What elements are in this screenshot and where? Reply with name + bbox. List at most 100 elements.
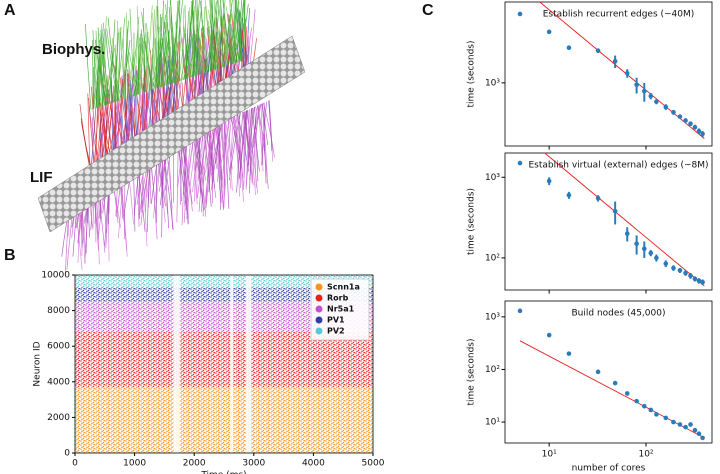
neuron-fiber [193, 10, 196, 77]
data-point [677, 422, 683, 427]
annotation: Establish virtual (external) edges (~8M) [528, 161, 708, 171]
neuron-fiber [158, 17, 163, 88]
y-axis-label: time (seconds) [467, 338, 477, 405]
neuron-fiber [242, 112, 254, 186]
neuron-fiber [249, 105, 259, 181]
neuron-fiber [224, 120, 233, 170]
data-point [634, 82, 639, 88]
data-point [654, 99, 659, 104]
neuron-fiber [235, 0, 242, 62]
data-point [688, 273, 693, 279]
population-band [75, 331, 373, 388]
population-band [75, 275, 373, 288]
neuron-fiber [263, 102, 275, 158]
neuron-fiber [237, 19, 243, 63]
y-tick-label: 10000 [41, 271, 70, 281]
data-point [692, 276, 698, 282]
neuron-fiber [85, 24, 92, 110]
neuron-fiber [261, 103, 268, 177]
neuron-fiber [236, 112, 244, 193]
panel-label: C [422, 2, 434, 19]
y-axis-label: time (seconds) [467, 188, 477, 255]
legend-label: Nr5a1 [327, 305, 355, 314]
y-tick-label: 4000 [47, 377, 70, 387]
data-point [624, 391, 630, 396]
data-point [517, 308, 523, 314]
neuron-fiber [105, 30, 114, 103]
neuron-fiber [220, 0, 228, 66]
data-point [595, 369, 601, 375]
neuron-fiber [230, 0, 239, 65]
data-point [654, 255, 659, 261]
neuron-fiber [92, 39, 94, 109]
data-point [546, 178, 552, 184]
neuron-fiber [210, 0, 219, 69]
neuron-fiber [114, 32, 119, 103]
x-tick-label: 10² [638, 450, 653, 460]
annotation: Establish recurrent edges (~40M) [543, 10, 695, 20]
neuron-fiber [217, 0, 228, 66]
neuron-fiber [152, 48, 156, 90]
legend-marker [315, 283, 323, 291]
neuron-fiber [133, 28, 139, 97]
data-point [517, 11, 523, 17]
y-axis-label: time (seconds) [467, 40, 477, 107]
neuron-fiber [247, 109, 253, 184]
axes-frame [504, 300, 713, 444]
data-point [700, 279, 705, 285]
data-point [700, 435, 705, 441]
x-axis-label: Time (ms) [200, 471, 246, 474]
neuron-fiber [183, 33, 193, 80]
neuron-fiber [116, 26, 122, 102]
data-point [517, 160, 523, 166]
data-point [671, 109, 676, 115]
neuron-fiber [232, 116, 241, 180]
neuron-fiber [160, 46, 172, 88]
neuron-fiber [95, 39, 100, 108]
neuron-fiber [257, 105, 269, 189]
y-tick-label: 8000 [47, 306, 70, 316]
neuron-fiber [191, 11, 202, 78]
neuron-fiber [175, 37, 182, 83]
data-point [634, 398, 639, 404]
data-point [595, 48, 601, 53]
fit-line [519, 340, 705, 439]
data-point [566, 45, 572, 51]
neuron-fiber [214, 9, 223, 70]
population-band [75, 387, 373, 453]
data-point [595, 195, 601, 201]
neuron-fiber [216, 123, 220, 190]
fit-line [539, 1, 705, 139]
neuron-fiber [152, 13, 157, 89]
data-point [634, 241, 639, 247]
neuron-fiber [155, 26, 160, 89]
neuron-fiber [196, 25, 208, 73]
neuron-fiber [178, 23, 186, 82]
neuron-fiber [184, 0, 194, 80]
neuron-fiber [236, 114, 247, 157]
panel-label: B [4, 247, 16, 264]
data-point [641, 88, 647, 94]
legend-label: PV2 [327, 327, 345, 336]
neuron-fiber [91, 86, 99, 166]
neuron-fiber [268, 100, 273, 151]
x-tick-label: 2000 [183, 459, 206, 469]
neuron-fiber [87, 93, 91, 170]
legend-marker [315, 305, 323, 313]
data-point [654, 412, 659, 417]
neuron-fiber [223, 120, 230, 209]
neuron-fiber [239, 17, 247, 62]
data-point [566, 192, 572, 198]
neuron-fiber [173, 37, 175, 84]
neuron-fiber [156, 23, 168, 86]
neuron-fiber [228, 113, 241, 181]
neuron-fiber [203, 25, 209, 72]
panel-label: A [4, 2, 16, 19]
neuron-fiber [99, 62, 108, 105]
data-point [612, 380, 618, 386]
data-point [624, 231, 630, 236]
data-point [641, 246, 647, 252]
annotation: LIF [30, 169, 53, 186]
data-point [688, 121, 693, 126]
